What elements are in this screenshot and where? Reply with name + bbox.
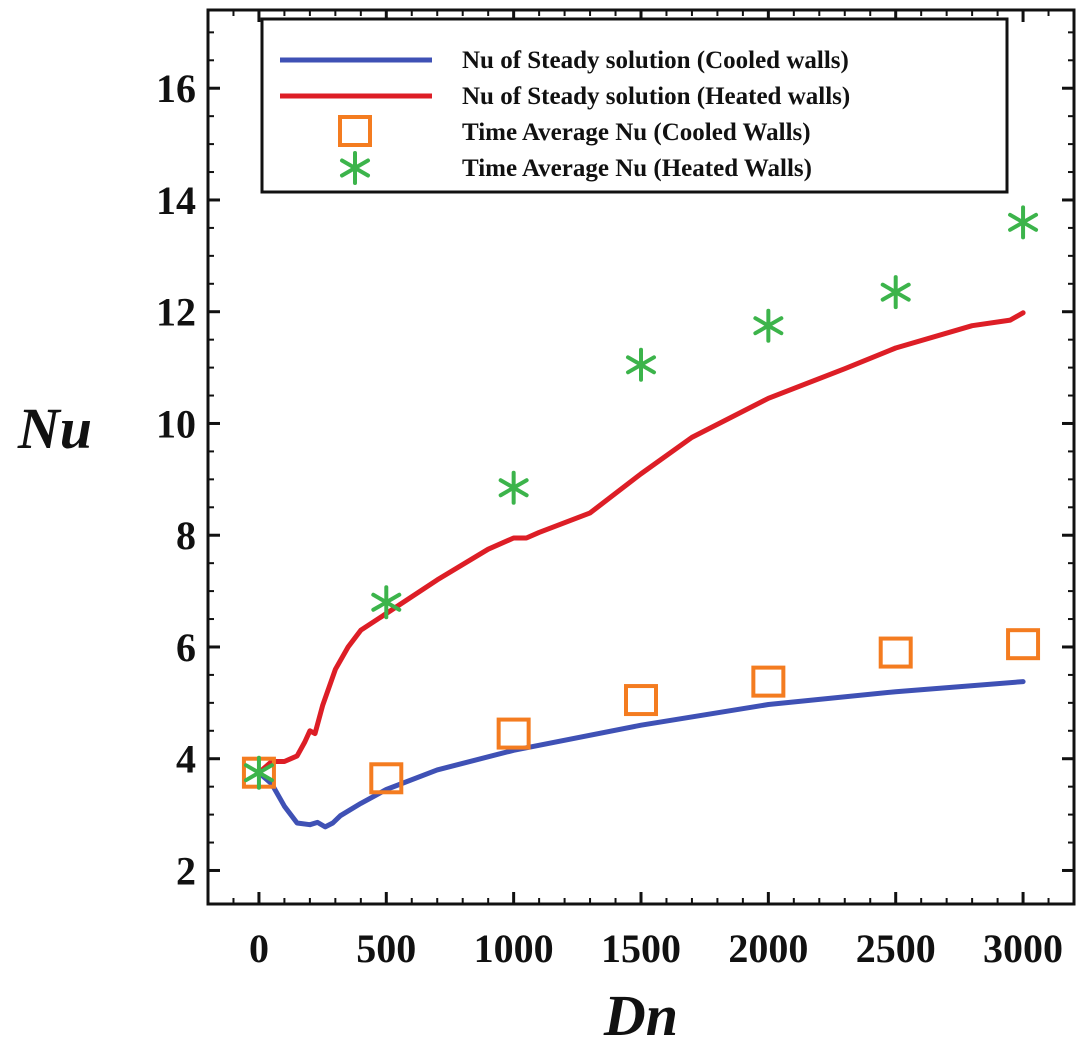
y-axis-title: Nu: [17, 396, 92, 461]
legend-label-cooled-average: Time Average Nu (Cooled Walls): [462, 119, 811, 146]
cooled-average-point: [878, 636, 913, 669]
heated-average-point: [371, 585, 402, 620]
ticks-layer: 2 4 6 8 10 12 14 16 0 500 1000 1500 2000 2500 3000: [156, 10, 1074, 971]
heated-average-point: [1008, 205, 1039, 240]
cooled-average-point: [369, 762, 404, 795]
y-tick-label: 6: [176, 625, 196, 670]
legend-swatch-asterisk: [340, 151, 370, 185]
legend-label-cooled-steady: Nu of Steady solution (Cooled walls): [462, 47, 849, 74]
heated-average-point: [880, 275, 911, 310]
x-tick-label: 1000: [474, 926, 554, 971]
legend-asterisk-mark: [340, 151, 370, 185]
y-tick-label: 10: [156, 401, 196, 446]
legend-label-heated-steady: Nu of Steady solution (Heated walls): [462, 83, 850, 110]
y-tick-label: 4: [176, 737, 196, 782]
heated-steady-line: [256, 310, 1026, 776]
y-tick-label: 8: [176, 513, 196, 558]
cooled-steady-line: [256, 679, 1026, 830]
x-axis-title: Dn: [603, 983, 678, 1047]
series-layer: [241, 205, 1041, 830]
cooled-average-point: [1006, 628, 1041, 661]
y-tick-label: 2: [176, 848, 196, 893]
legend-label-heated-average: Time Average Nu (Heated Walls): [462, 155, 812, 182]
y-tick-label: 14: [156, 178, 196, 223]
legend: Nu of Steady solution (Cooled walls) Nu …: [260, 17, 1009, 194]
cooled-average-point: [496, 717, 531, 750]
heated-average-point: [626, 347, 656, 382]
legend-box: [260, 17, 1009, 194]
x-tick-label: 0: [249, 926, 269, 971]
x-tick-label: 2500: [856, 926, 936, 971]
heated-average-point: [243, 755, 274, 790]
heated-average-point: [498, 470, 529, 505]
x-tick-label: 1500: [601, 926, 681, 971]
y-tick-label: 12: [156, 290, 196, 335]
cooled-average-point: [751, 665, 786, 698]
x-tick-label: 2000: [728, 926, 808, 971]
y-tick-label: 16: [156, 66, 196, 111]
x-tick-label: 3000: [983, 926, 1063, 971]
heated-average-point: [753, 308, 784, 343]
cooled-average-point: [624, 684, 658, 717]
legend-swatch-square: [338, 115, 372, 147]
x-tick-label: 500: [356, 926, 416, 971]
